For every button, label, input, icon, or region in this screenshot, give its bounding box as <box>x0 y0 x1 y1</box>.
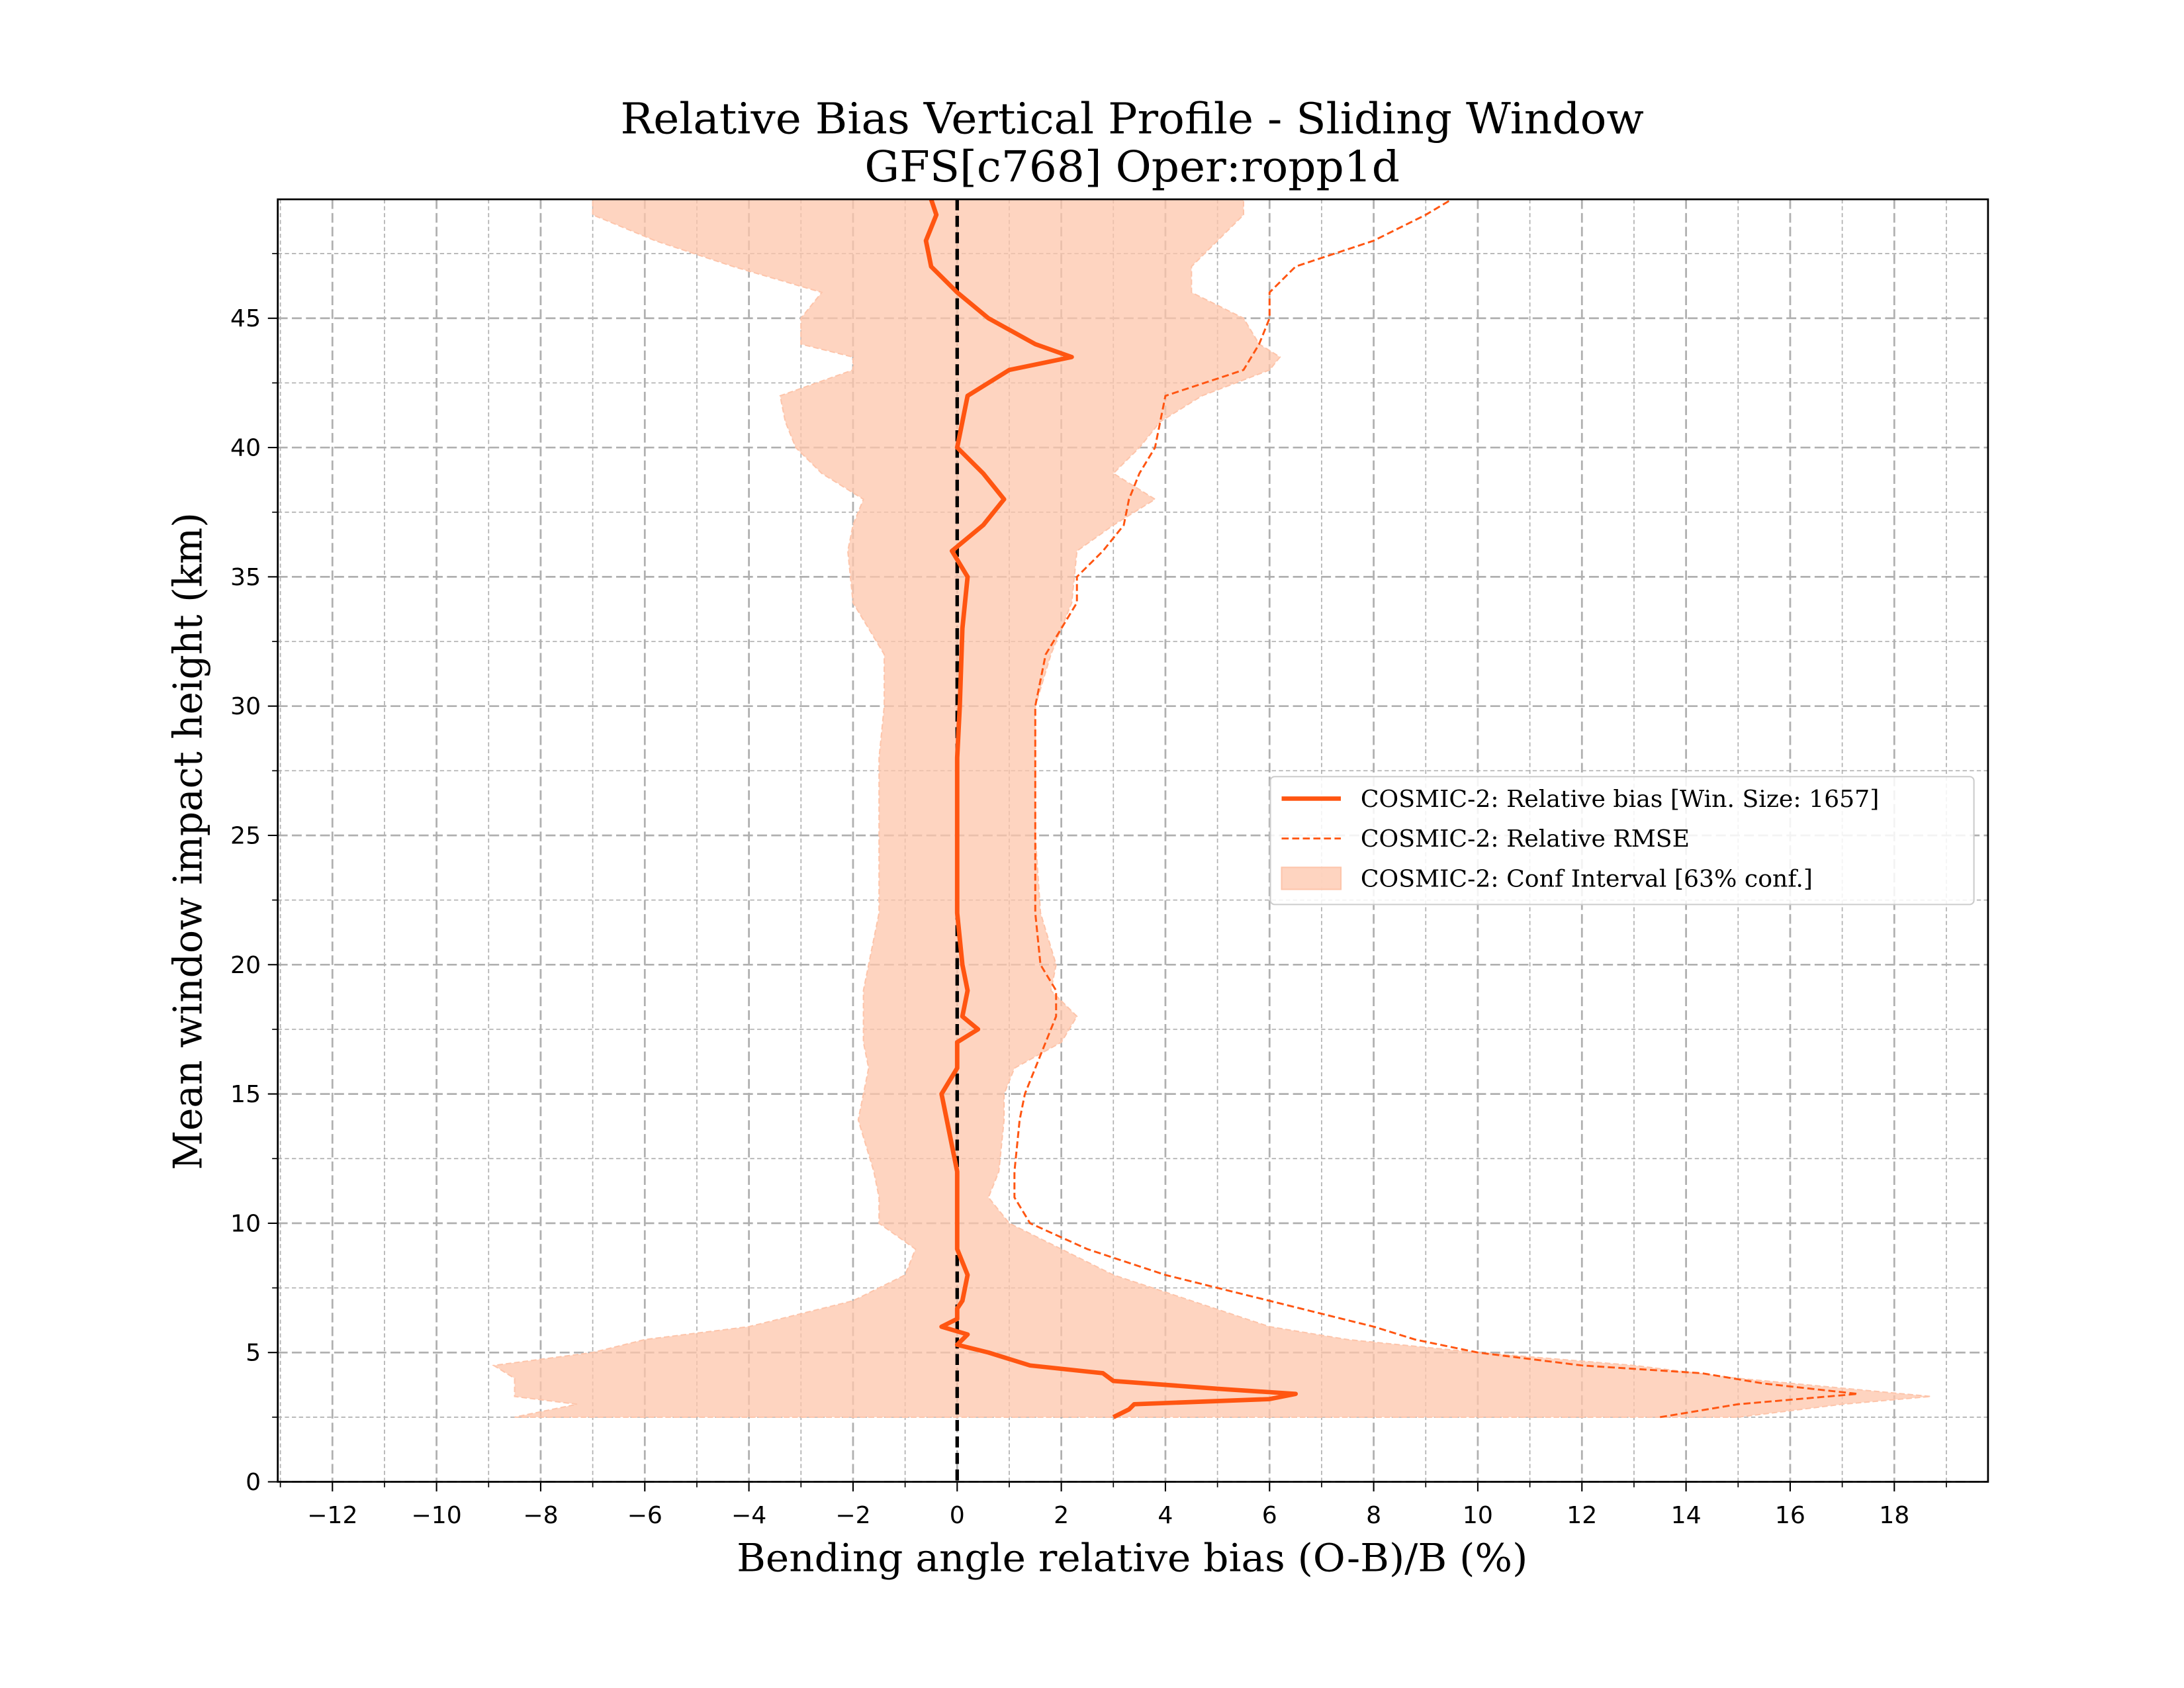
legend-label: COSMIC-2: Relative bias [Win. Size: 1657… <box>1361 786 1879 812</box>
y-tick-label: 5 <box>246 1340 261 1366</box>
x-tick-label: −6 <box>627 1502 662 1528</box>
x-tick-label: 16 <box>1775 1502 1805 1528</box>
x-tick-label: −12 <box>307 1502 357 1528</box>
x-tick-label: 4 <box>1158 1502 1173 1528</box>
x-tick-label: 10 <box>1463 1502 1493 1528</box>
x-axis-label: Bending angle relative bias (O-B)/B (%) <box>737 1535 1527 1580</box>
confidence-band <box>492 199 1931 1418</box>
plot-frame <box>277 198 1989 1483</box>
legend-swatch <box>1281 867 1342 890</box>
y-tick-label: 0 <box>246 1469 261 1495</box>
x-tick-label: 14 <box>1671 1502 1702 1528</box>
x-tick-label: 0 <box>950 1502 965 1528</box>
x-tick-label: −2 <box>835 1502 870 1528</box>
legend: COSMIC-2: Relative bias [Win. Size: 1657… <box>1269 776 1975 906</box>
legend-label: COSMIC-2: Conf Interval [63% conf.] <box>1361 866 1813 892</box>
x-tick-label: −10 <box>411 1502 461 1528</box>
x-tick-label: −4 <box>731 1502 766 1528</box>
series-line <box>923 199 1298 1419</box>
legend-label: COSMIC-2: Relative RMSE <box>1361 826 1690 853</box>
legend-box <box>1269 776 1975 906</box>
y-tick-label: 45 <box>230 306 261 332</box>
series-line <box>1013 199 1859 1419</box>
x-tick-label: 6 <box>1262 1502 1277 1528</box>
y-tick-label: 20 <box>230 952 261 978</box>
y-tick-label: 10 <box>230 1211 261 1237</box>
chart-subtitle: GFS[c768] Oper:ropp1d <box>864 142 1400 192</box>
x-tick-label: 2 <box>1054 1502 1069 1528</box>
chart-title: Relative Bias Vertical Profile - Sliding… <box>621 94 1644 144</box>
y-tick-label: 40 <box>230 435 261 461</box>
x-tick-label: 8 <box>1366 1502 1381 1528</box>
y-tick-label: 30 <box>230 694 261 720</box>
y-tick-label: 35 <box>230 564 261 590</box>
plot-area <box>492 199 1931 1482</box>
x-tick-label: 12 <box>1567 1502 1597 1528</box>
x-tick-label: 18 <box>1879 1502 1909 1528</box>
y-tick-label: 15 <box>230 1081 261 1107</box>
x-tick-label: −8 <box>523 1502 558 1528</box>
y-tick-label: 25 <box>230 823 261 849</box>
y-axis-label: Mean window impact height (km) <box>165 512 211 1170</box>
